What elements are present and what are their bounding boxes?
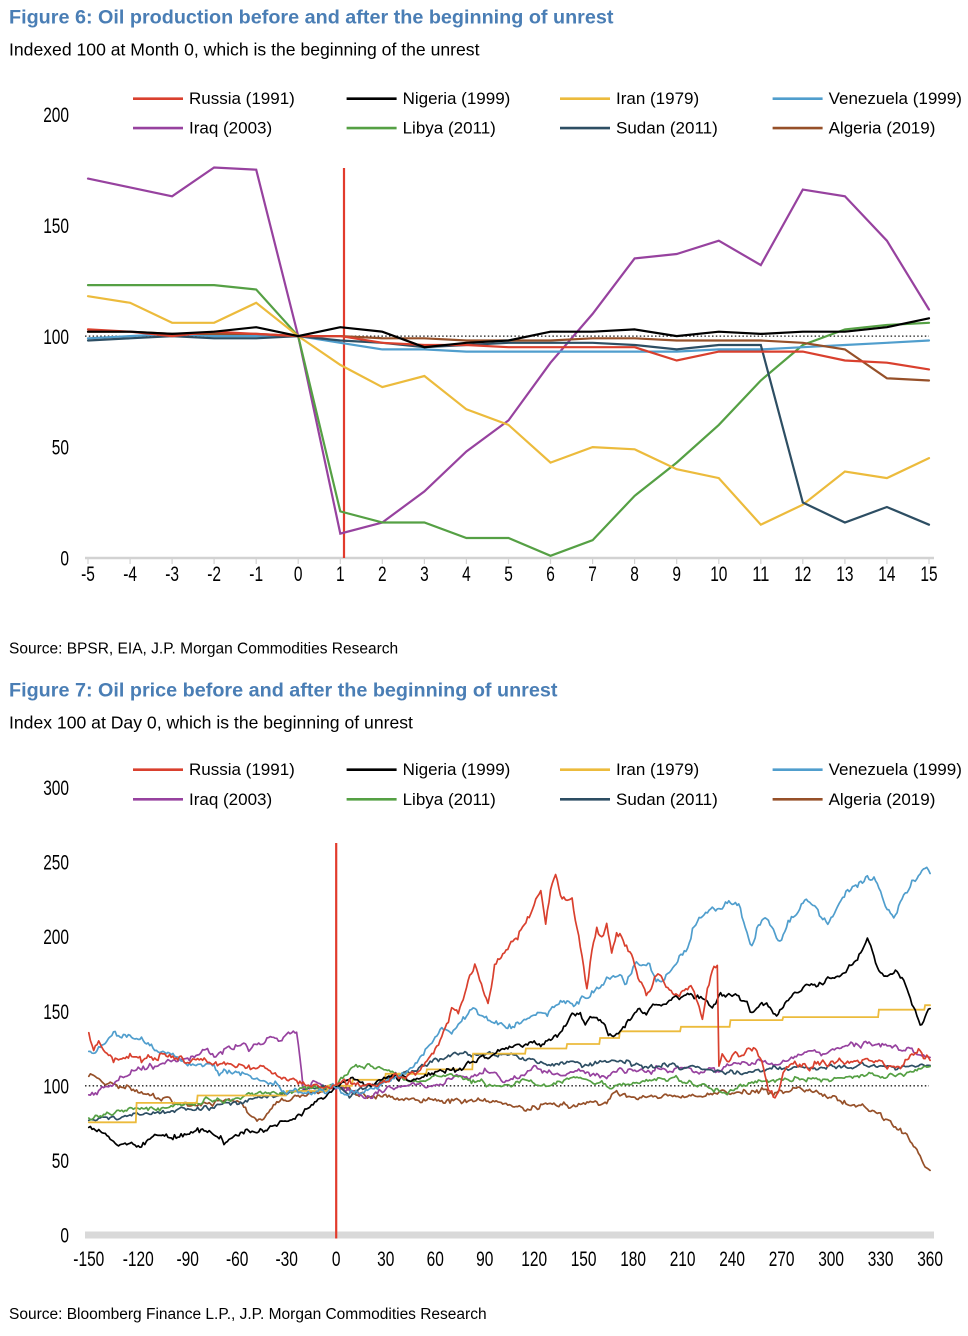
svg-text:330: 330 [868,1248,894,1271]
svg-text:Sudan (2011): Sudan (2011) [616,790,718,809]
svg-text:120: 120 [521,1248,547,1271]
svg-text:Sudan (2011): Sudan (2011) [616,119,718,138]
svg-text:Indexed 100 at Month 0, which: Indexed 100 at Month 0, which is the beg… [9,40,480,60]
svg-text:11: 11 [752,563,769,586]
svg-text:1: 1 [336,563,345,586]
svg-text:15: 15 [920,563,937,586]
svg-text:0: 0 [60,548,69,571]
svg-text:7: 7 [588,563,597,586]
svg-text:200: 200 [43,104,69,127]
svg-text:Algeria (2019): Algeria (2019) [829,119,936,138]
svg-text:4: 4 [462,563,471,586]
svg-text:90: 90 [476,1248,493,1271]
svg-text:-1: -1 [249,563,263,586]
svg-text:-60: -60 [226,1248,248,1271]
svg-text:0: 0 [60,1225,69,1248]
svg-text:Libya (2011): Libya (2011) [403,790,496,809]
svg-text:8: 8 [630,563,639,586]
svg-text:-4: -4 [123,563,137,586]
svg-text:Nigeria (1999): Nigeria (1999) [403,760,511,779]
svg-text:Venezuela (1999): Venezuela (1999) [829,89,962,108]
svg-text:270: 270 [769,1248,795,1271]
svg-text:Iran (1979): Iran (1979) [616,760,699,779]
svg-text:0: 0 [332,1248,341,1271]
svg-text:Nigeria (1999): Nigeria (1999) [403,89,511,108]
svg-text:Iran (1979): Iran (1979) [616,89,699,108]
svg-text:60: 60 [427,1248,444,1271]
svg-text:300: 300 [43,777,69,800]
svg-text:Algeria (2019): Algeria (2019) [829,790,936,809]
svg-text:180: 180 [620,1248,646,1271]
svg-text:30: 30 [377,1248,394,1271]
svg-text:Figure 7: Oil price before and: Figure 7: Oil price before and after the… [9,680,558,702]
svg-text:200: 200 [43,926,69,949]
svg-text:12: 12 [794,563,811,586]
svg-text:-120: -120 [123,1248,154,1271]
svg-text:Russia (1991): Russia (1991) [189,89,295,108]
svg-text:Figure 6: Oil production befor: Figure 6: Oil production before and afte… [9,7,614,29]
svg-text:50: 50 [52,1150,69,1173]
svg-text:-150: -150 [73,1248,104,1271]
svg-text:Iraq (2003): Iraq (2003) [189,119,272,138]
svg-text:360: 360 [917,1248,943,1271]
svg-text:5: 5 [504,563,513,586]
svg-text:6: 6 [546,563,555,586]
svg-text:-2: -2 [207,563,221,586]
svg-text:0: 0 [294,563,303,586]
svg-text:Libya (2011): Libya (2011) [403,119,496,138]
svg-text:-3: -3 [165,563,179,586]
svg-text:240: 240 [719,1248,745,1271]
svg-text:2: 2 [378,563,387,586]
svg-text:100: 100 [43,1075,69,1098]
svg-text:13: 13 [836,563,853,586]
svg-text:-90: -90 [177,1248,199,1271]
svg-text:50: 50 [52,437,69,460]
svg-text:Russia (1991): Russia (1991) [189,760,295,779]
svg-text:-5: -5 [81,563,95,586]
svg-text:Iraq (2003): Iraq (2003) [189,790,272,809]
svg-text:14: 14 [878,563,895,586]
svg-text:-30: -30 [276,1248,298,1271]
svg-text:3: 3 [420,563,429,586]
svg-text:Venezuela (1999): Venezuela (1999) [829,760,962,779]
svg-text:10: 10 [710,563,727,586]
svg-text:250: 250 [43,852,69,875]
svg-text:Index 100 at Day 0, which is t: Index 100 at Day 0, which is the beginni… [9,713,413,733]
svg-text:300: 300 [818,1248,844,1271]
svg-text:210: 210 [670,1248,696,1271]
svg-text:150: 150 [571,1248,597,1271]
svg-text:9: 9 [672,563,681,586]
svg-text:150: 150 [43,215,69,238]
svg-text:Source: BPSR, EIA, J.P. Morgan: Source: BPSR, EIA, J.P. Morgan Commoditi… [9,641,398,658]
svg-text:100: 100 [43,326,69,349]
svg-text:150: 150 [43,1001,69,1024]
svg-text:Source: Bloomberg Finance L.P.: Source: Bloomberg Finance L.P., J.P. Mor… [9,1306,487,1323]
